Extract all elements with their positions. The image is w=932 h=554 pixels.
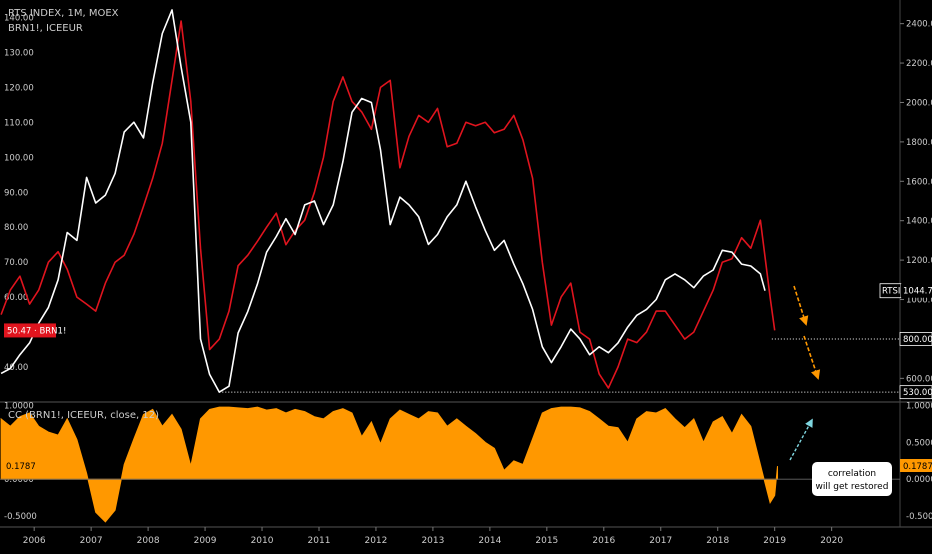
right-tick-label: 1400.00: [906, 217, 932, 227]
x-tick-label: 2018: [706, 536, 729, 546]
x-tick-label: 2017: [649, 536, 672, 546]
brent-price-badge: 50.47 · BRN1!: [4, 323, 66, 338]
x-tick-label: 2013: [421, 536, 444, 546]
right-tick-label: 600.00: [906, 374, 932, 384]
x-tick-label: 2011: [308, 536, 331, 546]
horizontal-levels: [219, 338, 900, 393]
x-tick-label: 2006: [23, 536, 46, 546]
x-tick-label: 2009: [194, 536, 217, 546]
svg-text:50.47 · BRN1!: 50.47 · BRN1!: [7, 326, 66, 336]
left-tick-label: 40.00: [4, 363, 28, 373]
left-tick-label: 130.00: [4, 48, 34, 58]
series-line-brn1[interactable]: [0, 20, 776, 389]
svg-text:530.00: 530.00: [903, 388, 932, 398]
left-tick-label: 120.00: [4, 83, 34, 93]
time-axis[interactable]: 2006 2007 2008 2009 2010 2011 2012 2013 2014 2015…: [23, 527, 844, 546]
x-tick-label: 2019: [763, 536, 786, 546]
left-tick-label: 100.00: [4, 153, 34, 163]
svg-text:1044.70: 1044.70: [903, 287, 932, 297]
cc-right-tick-label: 0.5000: [906, 438, 932, 448]
level-800-label: 800.00: [899, 332, 932, 346]
left-tick-label: 70.00: [4, 258, 28, 268]
right-tick-label: 2000.00: [906, 98, 932, 108]
right-tick-label: 1000.00: [906, 296, 932, 306]
cc-right-badge: 0.1787: [900, 459, 932, 472]
right-tick-label: 2200.00: [906, 59, 932, 69]
x-tick-label: 2015: [535, 536, 558, 546]
svg-text:800.00: 800.00: [903, 335, 932, 345]
svg-text:0.1787: 0.1787: [6, 462, 36, 472]
right-tick-label: 1800.00: [906, 138, 932, 148]
callout-line-1: correlation: [828, 469, 876, 479]
up-arrow[interactable]: [789, 418, 813, 461]
svg-text:0.1787: 0.1787: [903, 462, 932, 472]
correlation-pane[interactable]: [0, 406, 900, 523]
left-tick-label: 60.00: [4, 293, 28, 303]
right-tick-label: 2400.00: [906, 20, 932, 30]
right-tick-label: 1600.00: [906, 177, 932, 187]
cc-left-badge: 0.1787: [4, 459, 36, 472]
svg-text:RTSI: RTSI: [882, 287, 900, 297]
cc-left-tick-label: 1.0000: [4, 402, 34, 412]
left-tick-label: 90.00: [4, 188, 28, 198]
down-arrow-1[interactable]: [793, 285, 809, 326]
indicator-title[interactable]: CC (BRN1!, ICEEUR, close, 12): [8, 410, 159, 421]
level-530-label: 530.00: [899, 385, 932, 400]
rtsi-price-badge: RTSI 1044.70: [879, 283, 932, 299]
cc-left-tick-label: -0.5000: [4, 512, 37, 522]
x-tick-label: 2014: [478, 536, 501, 546]
chart-title: RTS INDEX, 1M, MOEX: [8, 8, 119, 19]
correlation-area[interactable]: [0, 406, 779, 523]
down-arrow-2[interactable]: [803, 335, 821, 380]
cc-left-tick-label: 0.0000: [4, 475, 34, 485]
legend-brent[interactable]: BRN1!, ICEEUR: [8, 23, 83, 34]
x-tick-label: 2020: [820, 536, 843, 546]
left-tick-label: 110.00: [4, 118, 34, 128]
left-tick-label: 140.00: [4, 13, 34, 23]
left-tick-label: 80.00: [4, 223, 28, 233]
x-tick-label: 2016: [592, 536, 615, 546]
annotation-callout[interactable]: correlation will get restored: [812, 462, 892, 496]
x-tick-label: 2010: [251, 536, 274, 546]
cc-right-tick-label: -0.5000: [906, 512, 932, 522]
callout-line-2: will get restored: [816, 482, 889, 492]
cc-right-tick-label: 0.0000: [906, 475, 932, 485]
x-tick-label: 2007: [80, 536, 103, 546]
x-tick-label: 2008: [137, 536, 160, 546]
price-pane[interactable]: [0, 9, 776, 393]
x-tick-label: 2012: [364, 536, 387, 546]
series-line-rtsi[interactable]: [0, 9, 766, 393]
right-tick-label: 1200.00: [906, 256, 932, 266]
cc-right-tick-label: 1.0000: [906, 402, 932, 412]
